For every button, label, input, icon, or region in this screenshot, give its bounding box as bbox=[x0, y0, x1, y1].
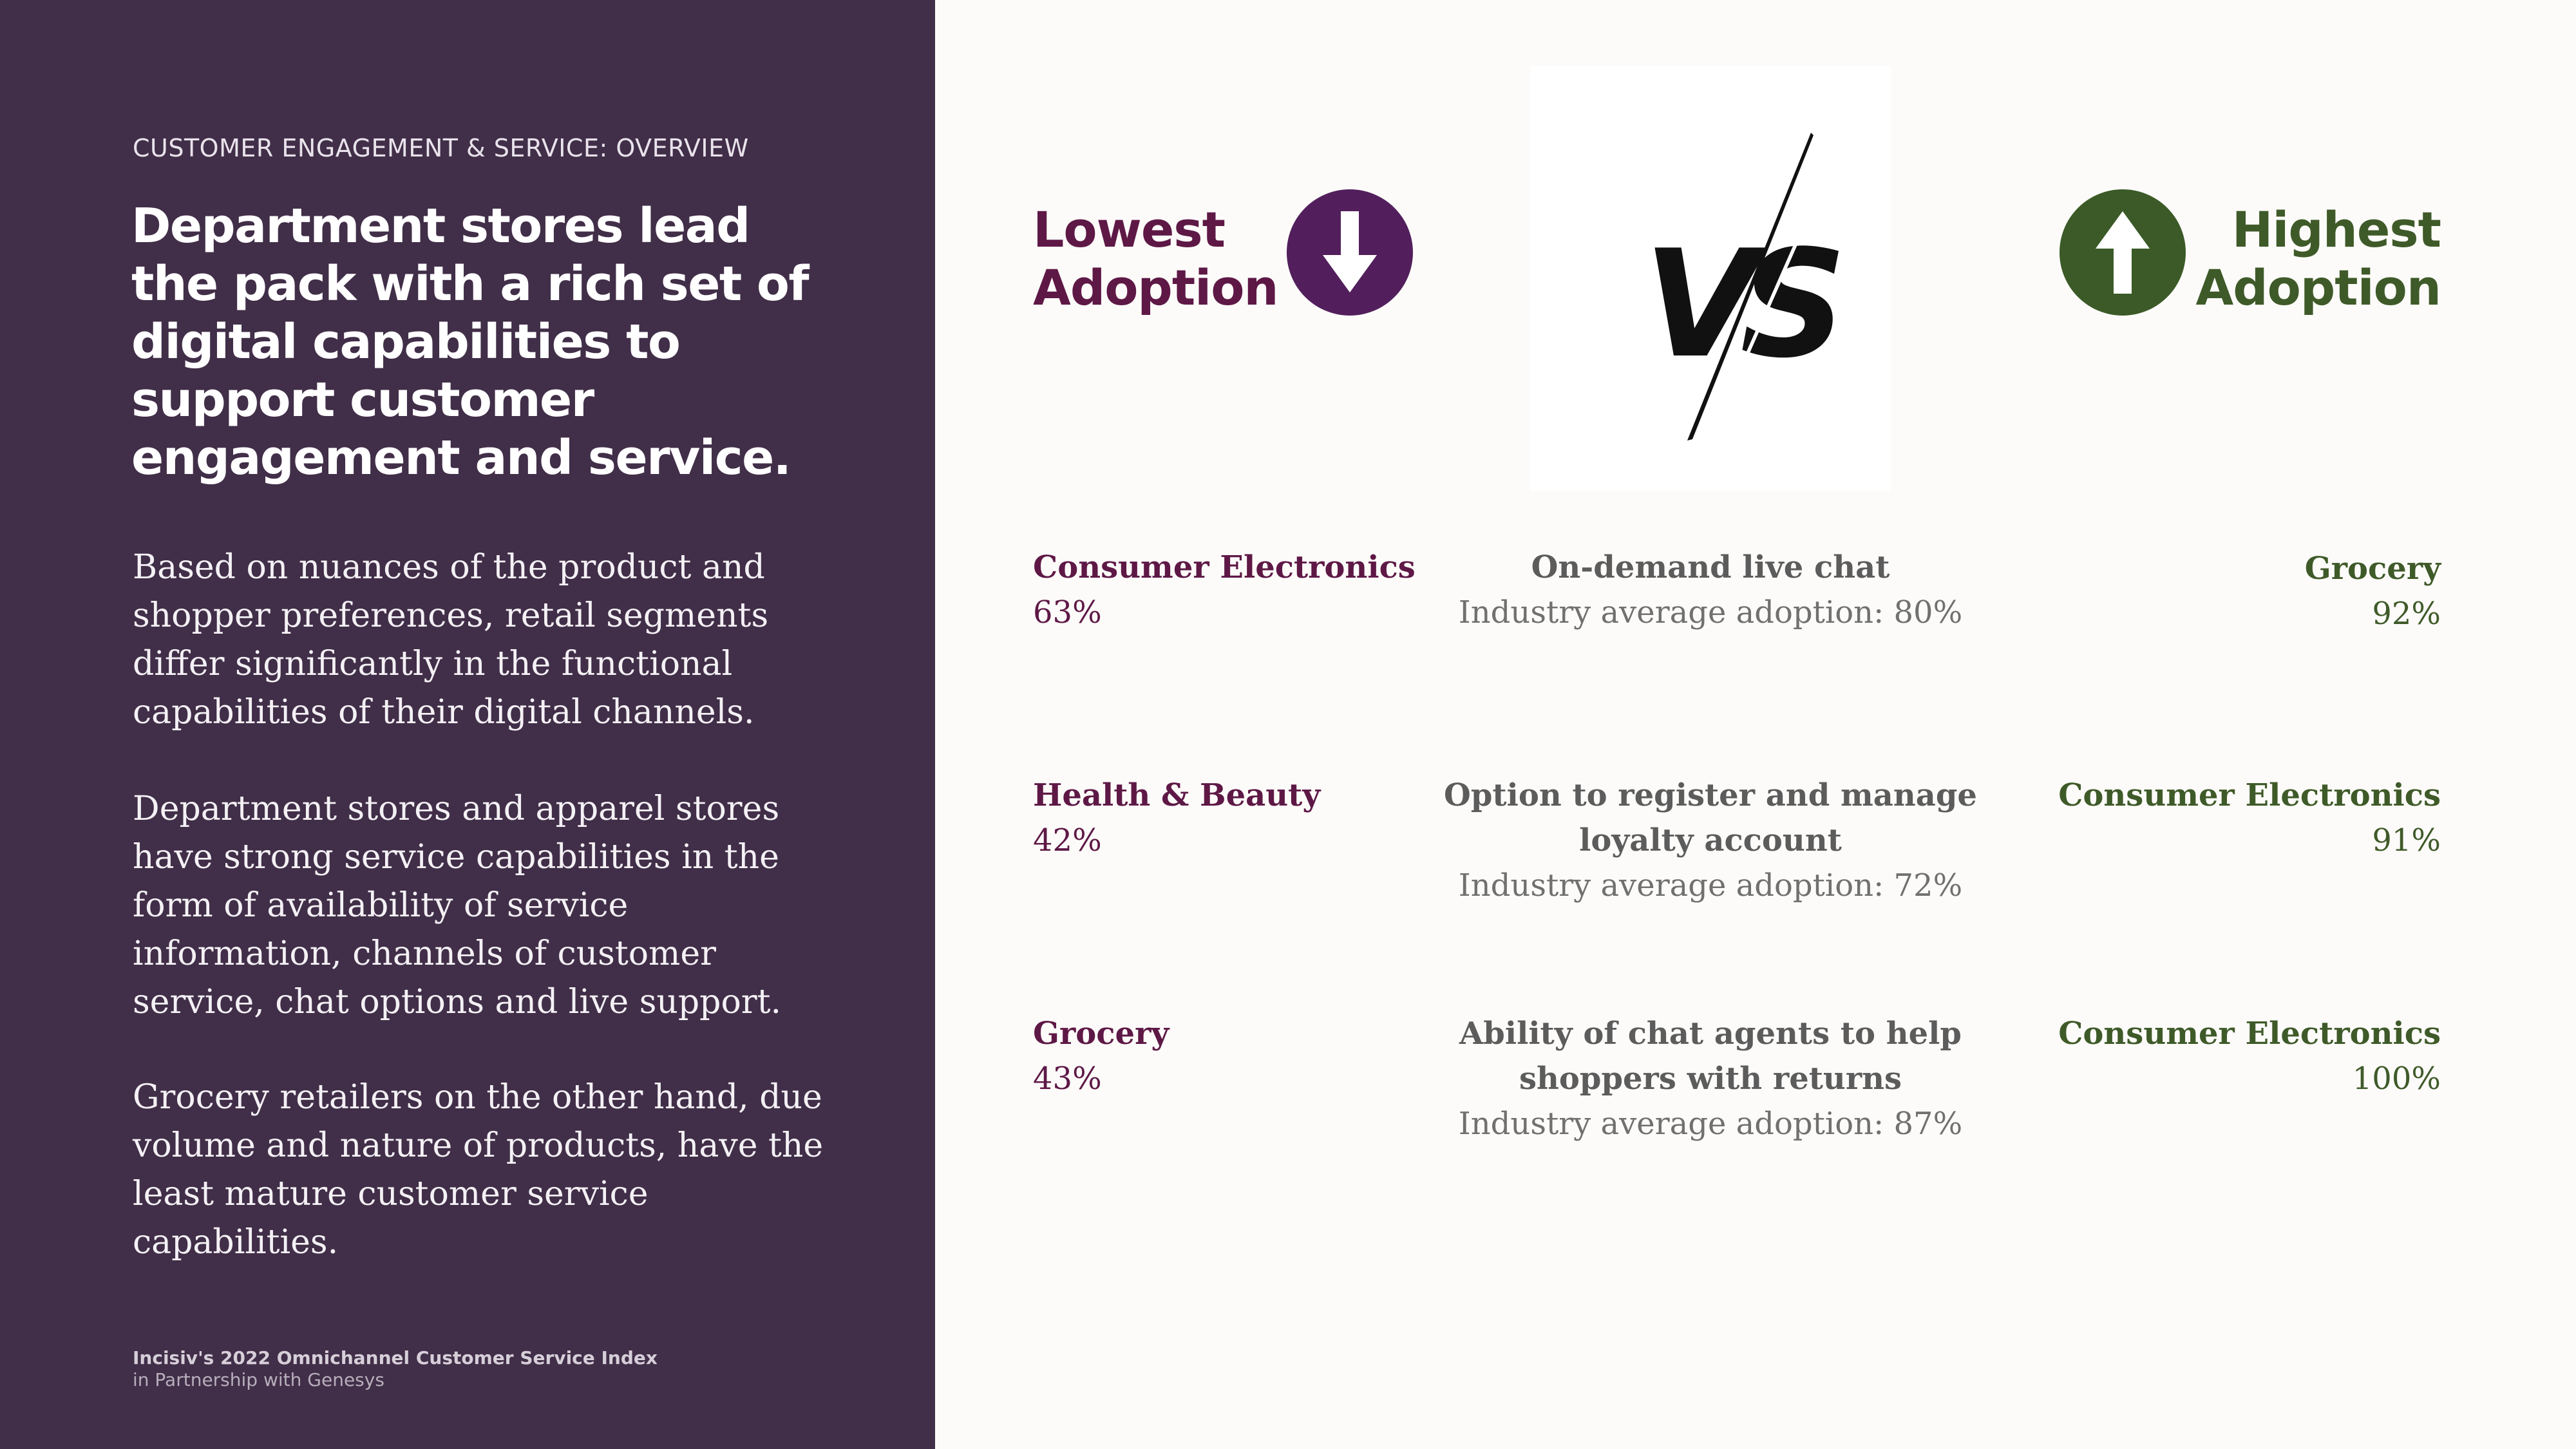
lowest-segment-name: Consumer Electronics bbox=[1033, 549, 1416, 585]
highest-segment-value: 92% bbox=[2372, 596, 2441, 632]
lowest-segment-value: 42% bbox=[1033, 822, 1102, 858]
highest-heading-line-1: Highest bbox=[2231, 201, 2441, 258]
highest-adoption-heading: Highest Adoption bbox=[2195, 201, 2441, 317]
industry-average: Industry average adoption: 72% bbox=[1458, 867, 1963, 904]
svg-text:VS: VS bbox=[1643, 219, 1839, 391]
capability-name: On-demand live chat bbox=[1531, 549, 1890, 585]
lowest-segment-name: Health & Beauty bbox=[1033, 777, 1321, 813]
source-title: Incisiv's 2022 Omnichannel Customer Serv… bbox=[133, 1347, 658, 1368]
body-paragraph-2: Department stores and apparel stores hav… bbox=[133, 790, 782, 1021]
left-panel: CUSTOMER ENGAGEMENT & SERVICE: OVERVIEW … bbox=[0, 0, 935, 1449]
capability-row-3: Ability of chat agents to help shoppers … bbox=[1440, 1011, 1981, 1146]
highest-adoption-row-2: Consumer Electronics 91% bbox=[2058, 773, 2441, 863]
lowest-segment-name: Grocery bbox=[1033, 1016, 1170, 1052]
capability-name-line-1: Option to register and manage bbox=[1444, 777, 1977, 813]
lowest-heading-line-1: Lowest bbox=[1033, 201, 1226, 258]
highest-segment-value: 91% bbox=[2372, 822, 2441, 858]
lowest-adoption-row-2: Health & Beauty 42% bbox=[1033, 773, 1320, 863]
section-eyebrow: CUSTOMER ENGAGEMENT & SERVICE: OVERVIEW bbox=[133, 134, 749, 162]
capability-name-line-1: Ability of chat agents to help bbox=[1459, 1016, 1962, 1052]
lowest-heading-line-2: Adoption bbox=[1033, 259, 1279, 316]
body-paragraph-1: Based on nuances of the product and shop… bbox=[133, 548, 769, 732]
source-partner: in Partnership with Genesys bbox=[133, 1369, 384, 1390]
capability-row-2: Option to register and manage loyalty ac… bbox=[1440, 773, 1981, 908]
lowest-adoption-row-3: Grocery 43% bbox=[1033, 1011, 1169, 1101]
highest-adoption-row-3: Consumer Electronics 100% bbox=[2058, 1011, 2441, 1101]
highest-segment-name: Consumer Electronics bbox=[2058, 777, 2441, 813]
highest-adoption-row-1: Grocery 92% bbox=[2305, 546, 2441, 636]
industry-average: Industry average adoption: 80% bbox=[1458, 594, 1963, 630]
body-paragraph-3: Grocery retailers on the other hand, due… bbox=[133, 1078, 824, 1262]
capability-name-line-2: loyalty account bbox=[1579, 822, 1842, 858]
versus-icon: VS bbox=[1530, 66, 1891, 491]
arrow-down-circle-icon bbox=[1287, 189, 1413, 316]
source-footnote: Incisiv's 2022 Omnichannel Customer Serv… bbox=[133, 1347, 658, 1391]
lowest-adoption-heading: Lowest Adoption bbox=[1033, 201, 1279, 317]
industry-average: Industry average adoption: 87% bbox=[1458, 1106, 1963, 1142]
highest-segment-value: 100% bbox=[2352, 1061, 2441, 1097]
capability-row-1: On-demand live chat Industry average ado… bbox=[1440, 545, 1981, 635]
lowest-segment-value: 43% bbox=[1033, 1061, 1102, 1097]
arrow-up-circle-icon bbox=[2060, 189, 2186, 316]
highest-segment-name: Consumer Electronics bbox=[2058, 1016, 2441, 1052]
capability-name-line-2: shoppers with returns bbox=[1519, 1061, 1902, 1097]
lowest-segment-value: 63% bbox=[1033, 594, 1102, 630]
highest-heading-line-2: Adoption bbox=[2195, 259, 2441, 316]
highest-segment-name: Grocery bbox=[2304, 551, 2441, 587]
lowest-adoption-row-1: Consumer Electronics 63% bbox=[1033, 545, 1416, 635]
page-headline: Department stores lead the pack with a r… bbox=[131, 198, 810, 486]
